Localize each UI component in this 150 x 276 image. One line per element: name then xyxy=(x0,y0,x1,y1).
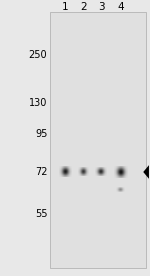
Text: 130: 130 xyxy=(29,98,47,108)
FancyBboxPatch shape xyxy=(50,12,146,268)
Text: 1: 1 xyxy=(62,2,69,12)
Text: 4: 4 xyxy=(117,2,124,12)
Text: 55: 55 xyxy=(35,209,47,219)
Text: 250: 250 xyxy=(29,50,47,60)
Text: 95: 95 xyxy=(35,129,47,139)
Polygon shape xyxy=(143,165,149,179)
Text: 2: 2 xyxy=(80,2,87,12)
Text: 72: 72 xyxy=(35,167,47,177)
Text: 3: 3 xyxy=(98,2,105,12)
